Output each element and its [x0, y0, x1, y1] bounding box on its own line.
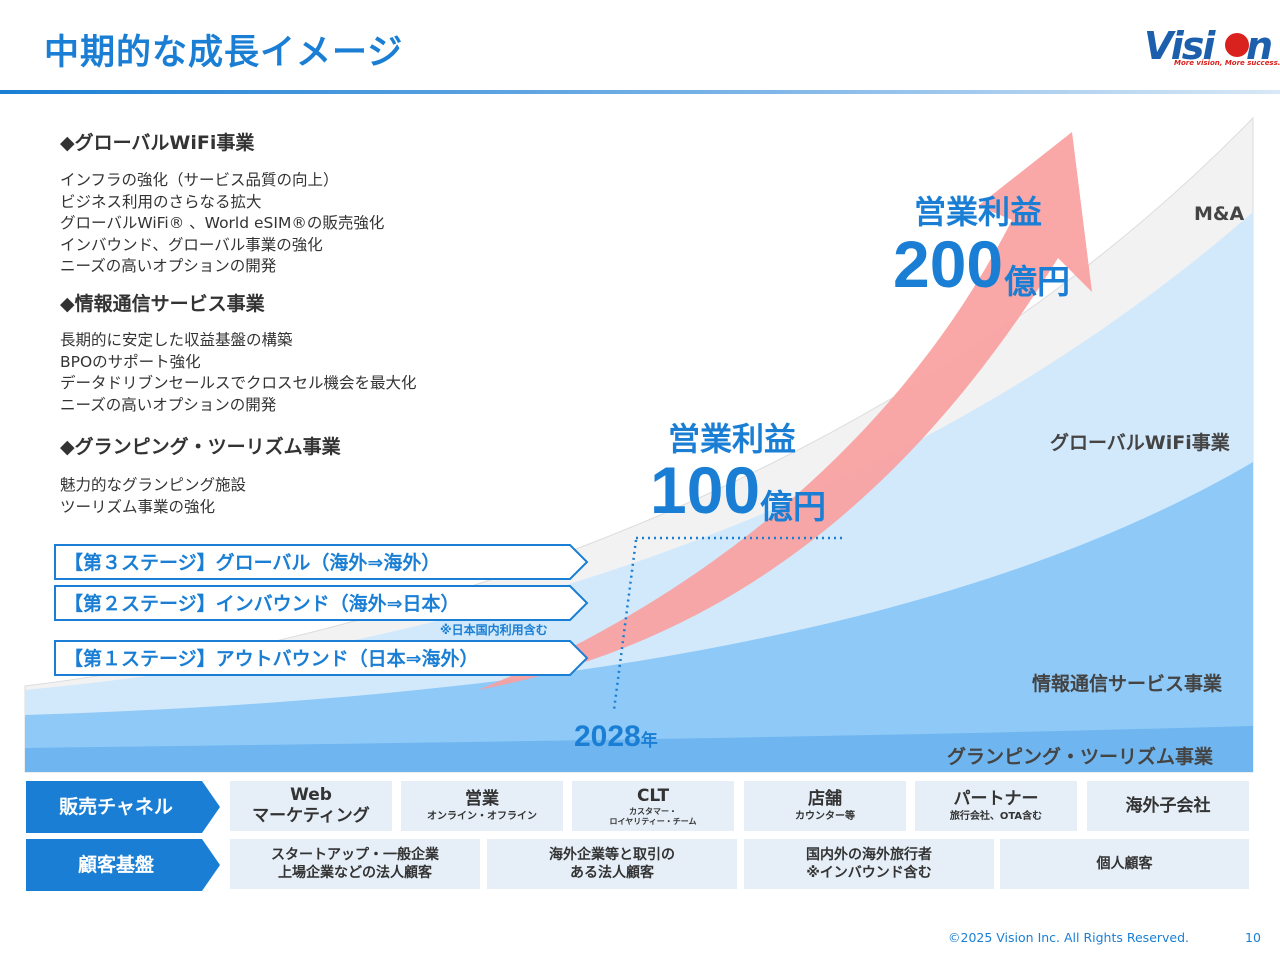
customer-travelers: 国内外の海外旅行者 ※インバウンド含む — [744, 839, 994, 889]
growth-arrow — [478, 132, 1092, 690]
year-unit: 年 — [640, 731, 658, 750]
profit-top-unit: 億円 — [1004, 262, 1070, 301]
logo-circle-icon — [1225, 33, 1249, 57]
company-logo: Visi n More vision, More success. — [1144, 24, 1280, 68]
stage-1-label: 【第１ステージ】アウトバウンド（日本⇒海外） — [64, 648, 479, 670]
section-body-wifi: インフラの強化（サービス品質の向上） ビジネス利用のさらなる拡大 グローバルWi… — [60, 171, 385, 275]
logo-wordmark: Visi — [1144, 24, 1215, 68]
segment-label-wifi: グローバルWiFi事業 — [1050, 432, 1230, 454]
stage-2-label: 【第２ステージ】インバウンド（海外⇒日本） — [64, 593, 460, 615]
segment-label-telecom: 情報通信サービス事業 — [1032, 673, 1223, 695]
profit-mid-label: 営業利益 — [668, 420, 797, 458]
customers-row-label: 顧客基盤 — [26, 839, 222, 891]
channel-web: Web マーケティング — [230, 781, 392, 831]
year-marker: 2028年 — [574, 720, 658, 754]
channel-partner: パートナー 旅行会社、OTA含む — [915, 781, 1077, 831]
logo-tagline: More vision, More success. — [1174, 59, 1280, 67]
customer-individual: 個人顧客 — [1000, 839, 1249, 889]
customer-corporate: スタートアップ・一般企業 上場企業などの法人顧客 — [230, 839, 480, 889]
profit-top-value: 200 — [893, 227, 1004, 301]
stage-note: ※日本国内利用含む — [440, 623, 548, 637]
channels-row-label: 販売チャネル — [26, 781, 222, 833]
area-glamping — [25, 726, 1253, 772]
profit-mid-unit: 億円 — [760, 487, 826, 526]
segment-label-glamping: グランピング・ツーリズム事業 — [947, 746, 1214, 768]
profit-mid-value: 100 — [650, 453, 761, 527]
copyright: ©2025 Vision Inc. All Rights Reserved. — [948, 930, 1190, 945]
channel-overseas-subsidiary: 海外子会社 — [1087, 781, 1249, 831]
section-heading-wifi: ◆グローバルWiFi事業 — [60, 132, 255, 154]
area-telecom — [25, 462, 1253, 772]
segment-label-ma: M&A — [1194, 203, 1245, 225]
year-value: 2028 — [574, 720, 641, 753]
section-body-telecom: 長期的に安定した収益基盤の構築 BPOのサポート強化 データドリブンセールスでク… — [60, 331, 417, 414]
page-number: 10 — [1245, 930, 1261, 945]
page-title: 中期的な成長イメージ — [44, 33, 404, 73]
header-rule — [0, 90, 1280, 94]
stage-3-label: 【第３ステージ】グローバル（海外⇒海外） — [64, 552, 441, 574]
dotted-vertical — [612, 539, 638, 711]
customer-overseas-business: 海外企業等と取引の ある法人顧客 — [487, 839, 737, 889]
channel-sales: 営業 オンライン・オフライン — [401, 781, 563, 831]
section-heading-telecom: ◆情報通信サービス事業 — [60, 293, 265, 315]
channel-clt: CLT カスタマー・ ロイヤリティー・チーム — [572, 781, 734, 831]
stage-1-banner: 【第１ステージ】アウトバウンド（日本⇒海外） — [54, 640, 589, 676]
channel-store: 店舗 カウンター等 — [744, 781, 906, 831]
profit-top-label: 営業利益 — [914, 193, 1043, 231]
section-body-glamping: 魅力的なグランピング施設 ツーリズム事業の強化 — [60, 476, 247, 516]
section-heading-glamping: ◆グランピング・ツーリズム事業 — [60, 436, 341, 458]
stage-3-banner: 【第３ステージ】グローバル（海外⇒海外） — [54, 544, 589, 580]
stage-2-banner: 【第２ステージ】インバウンド（海外⇒日本） — [54, 585, 589, 621]
